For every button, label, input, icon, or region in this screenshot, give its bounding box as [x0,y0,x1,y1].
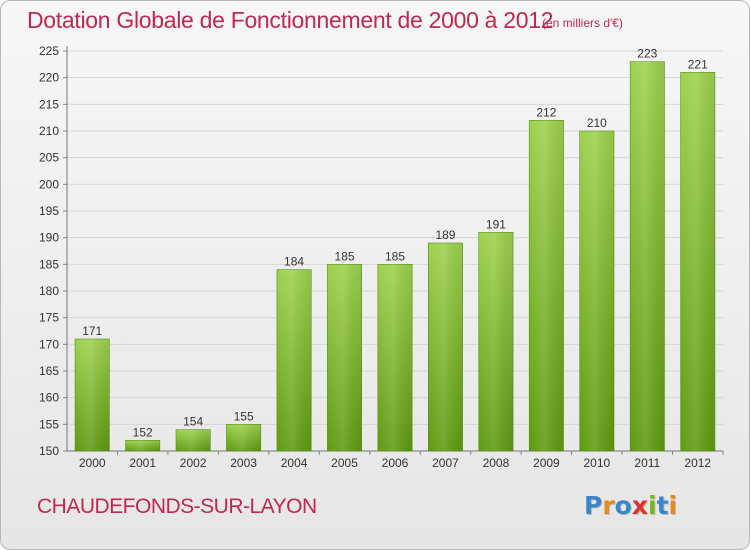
logo-letter: P [584,491,603,520]
y-tick-label: 175 [39,311,59,325]
data-label: 152 [133,425,153,439]
data-label: 155 [234,409,254,423]
data-label: 171 [82,324,102,338]
logo-letter: o [614,491,632,520]
x-tick-label: 2009 [533,456,560,470]
bar-highlight [327,264,362,451]
y-tick-label: 185 [39,257,59,271]
data-label: 223 [637,47,657,61]
axes: 150 155 160 165 170 175 180 185 190 195 200 205 210 2… [39,44,724,470]
y-tick-label: 160 [39,391,59,405]
x-tick-label: 2010 [583,456,610,470]
bars [74,61,716,452]
chart-unit: (en milliers d'€) [542,16,623,30]
data-label: 212 [536,105,556,119]
y-tick-label: 220 [39,71,59,85]
x-tick-label: 2001 [129,456,156,470]
y-tick-label: 180 [39,284,59,298]
data-label: 189 [435,228,455,242]
bar-highlight [680,72,715,451]
bar-highlight [529,120,564,451]
bar-highlight [276,269,312,451]
bar-highlight [125,440,160,451]
x-tick-label: 2000 [79,456,106,470]
bar-highlight [428,243,463,451]
y-tick-label: 165 [39,364,59,378]
x-tick-label: 2004 [281,456,308,470]
x-tick-label: 2005 [331,456,358,470]
y-tick-label: 150 [39,444,59,458]
bar-highlight [579,131,615,451]
bar-highlight [630,61,665,452]
data-label: 154 [183,415,203,429]
y-tick-label: 215 [39,97,59,111]
x-tick-label: 2006 [382,456,409,470]
x-tick-label: 2007 [432,456,459,470]
y-tick-label: 205 [39,151,59,165]
y-tick-label: 170 [39,337,59,351]
y-tick-label: 210 [39,124,59,138]
x-tick-label: 2011 [634,456,660,470]
proxiti-logo: Proxiti [584,491,677,520]
bar-highlight [478,232,514,451]
y-tick-label: 200 [39,177,59,191]
y-tick-label: 195 [39,204,59,218]
x-tick-label: 2003 [230,456,257,470]
commune-name: CHAUDEFONDS-SUR-LAYON [37,495,317,518]
x-tick-label: 2008 [483,456,510,470]
data-label: 184 [284,255,304,269]
data-label: 185 [335,249,355,263]
logo-letter: x [631,491,648,520]
logo-letter: t [656,491,669,520]
logo-letter: r [602,491,615,520]
data-labels: 171 152 154 155 184 185 185 189 191 212 210 223 221 [82,47,708,440]
chart-title: Dotation Globale de Fonctionnement de 20… [27,7,554,33]
x-tick-label: 2002 [180,456,207,470]
bar-highlight [377,264,413,451]
y-tick-label: 190 [39,231,59,245]
logo-letter: i [668,491,678,520]
bar-highlight [75,339,110,451]
x-tick-label: 2012 [684,456,711,470]
y-tick-label: 225 [39,44,59,58]
y-tick-label: 155 [39,417,59,431]
bar-highlight [226,424,261,451]
data-label: 191 [486,217,506,231]
data-label: 185 [385,249,405,263]
data-label: 210 [587,116,607,130]
logo-letter: i [648,491,657,520]
data-label: 221 [688,57,708,71]
bar-highlight [175,429,211,451]
